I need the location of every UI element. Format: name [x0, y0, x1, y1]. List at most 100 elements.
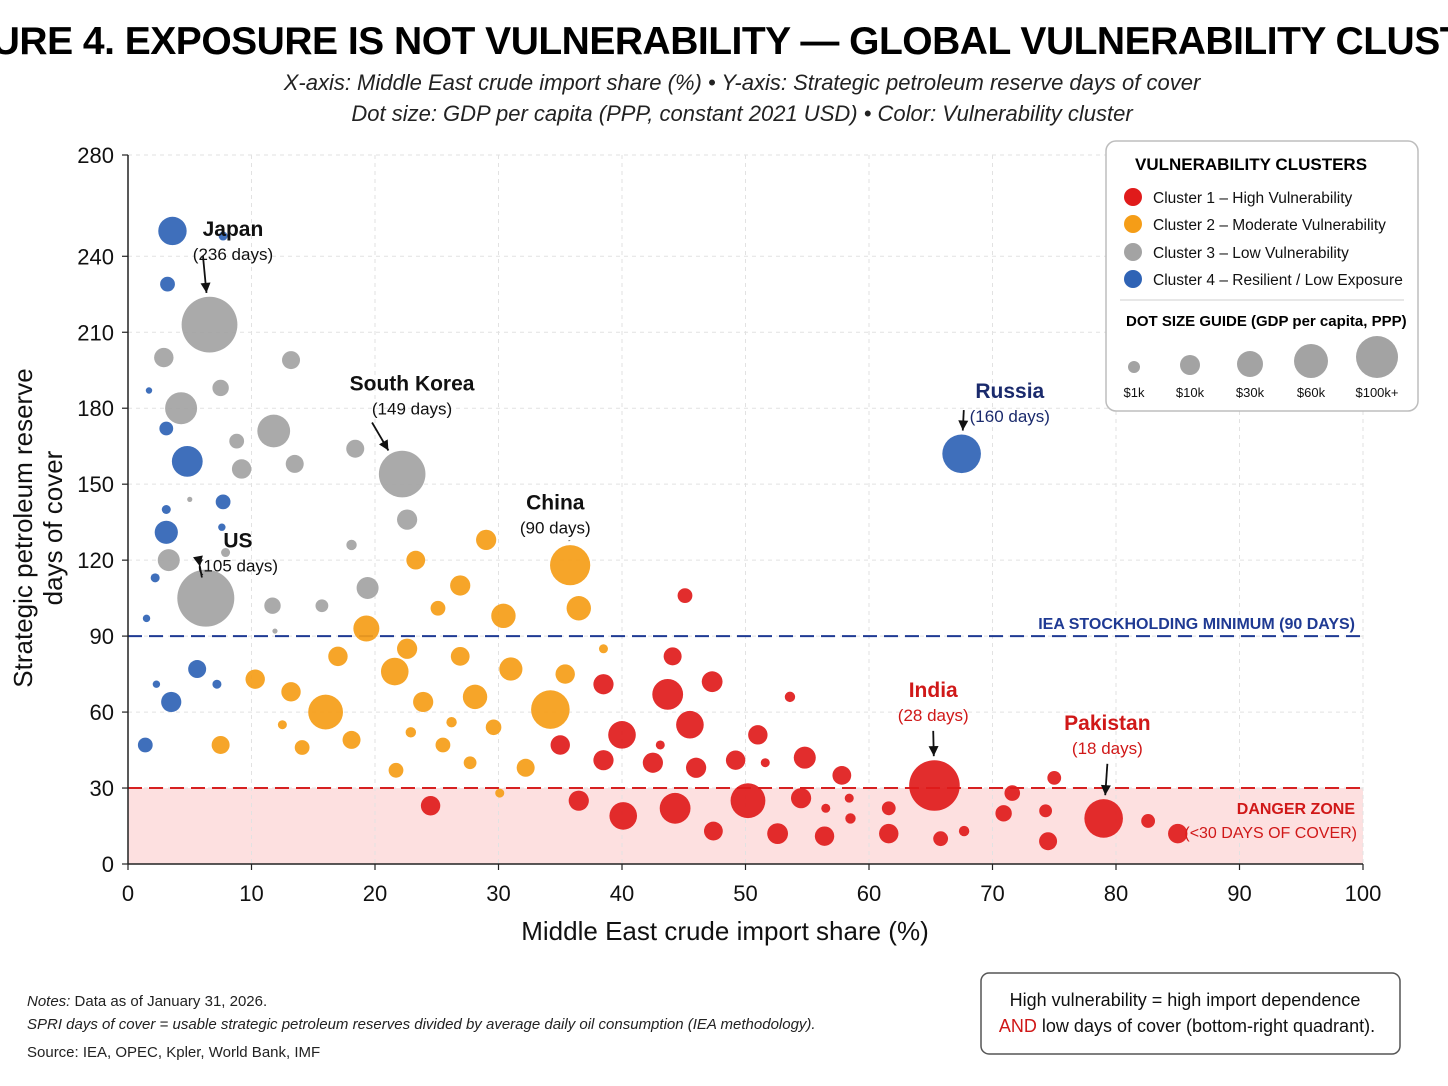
size-label-1k: $1k	[1124, 385, 1145, 400]
x-tick-label: 30	[486, 881, 510, 906]
callout-box	[980, 972, 1401, 1055]
scatter-point-cluster1	[995, 805, 1012, 822]
scatter-point-cluster4	[158, 216, 187, 246]
x-tick-label: 50	[733, 881, 757, 906]
scatter-point-cluster3	[346, 439, 365, 458]
annotation-name-china: China	[526, 492, 585, 515]
scatter-point-cluster1	[844, 793, 854, 803]
scatter-point-cluster3	[212, 379, 229, 397]
scatter-point-cluster1	[608, 721, 636, 749]
axis-ticks: 0 10 20 30 40 50 60 70 80 90 100 0 30 60 90 120 150 180 21…	[77, 143, 1381, 906]
scatter-point-cluster1	[748, 725, 768, 745]
scatter-point-cluster2	[406, 550, 426, 570]
scatter-point-cluster1	[881, 801, 896, 816]
size-guide-dot-1k	[1128, 361, 1140, 373]
scatter-point-cluster1	[593, 674, 614, 695]
legend-heading: VULNERABILITY CLUSTERS	[1135, 155, 1367, 174]
annotation-name-pakistan: Pakistan	[1064, 712, 1150, 735]
x-tick-label: 80	[1104, 881, 1128, 906]
annotation-name-japan: Japan	[203, 218, 264, 241]
scatter-point-cluster3	[229, 433, 245, 449]
annotation-days-india: (28 days)	[898, 706, 969, 725]
scatter-point-cluster1	[933, 831, 949, 847]
scatter-point-cluster4	[215, 494, 231, 510]
annotation-days-japan: (236 days)	[193, 245, 273, 264]
scatter-point-cluster2	[328, 646, 348, 667]
scatter-point-cluster1	[609, 802, 638, 830]
scatter-point-cluster2	[294, 740, 310, 755]
callout-line-2: AND low days of cover (bottom-right quad…	[999, 1016, 1375, 1036]
scatter-point-cluster3	[285, 454, 304, 473]
annotation-days-south-korea: (149 days)	[372, 399, 452, 418]
scatter-point-cluster1	[1168, 823, 1188, 844]
scatter-point-cluster2	[435, 737, 451, 753]
scatter-point-cluster4	[152, 680, 161, 688]
scatter-point-cluster1	[655, 740, 665, 750]
danger-zone-sublabel: (<30 DAYS OF COVER)	[1184, 825, 1357, 842]
callout-line-1: High vulnerability = high import depende…	[1010, 990, 1361, 1010]
size-guide-dot-10k	[1180, 355, 1200, 375]
annotation-name-south-korea: South Korea	[350, 372, 475, 395]
y-tick-label: 180	[77, 396, 114, 421]
scatter-point-cluster1	[909, 760, 960, 811]
scatter-point-cluster3	[356, 576, 379, 599]
scatter-point-cluster2	[550, 545, 591, 586]
legend-item-cluster2: Cluster 2 – Moderate Vulnerability	[1153, 217, 1386, 234]
scatter-point-cluster2	[566, 596, 591, 621]
scatter-point-cluster2	[491, 603, 516, 629]
scatter-point-cluster1	[879, 823, 899, 844]
scatter-point-cluster3	[272, 628, 278, 634]
scatter-point-cluster2	[598, 644, 608, 654]
scatter-point-cluster1	[1004, 785, 1021, 801]
scatter-point-cluster1	[652, 678, 684, 710]
annotation-days-pakistan: (18 days)	[1072, 739, 1143, 758]
x-tick-label: 90	[1227, 881, 1251, 906]
notes-source: Source: IEA, OPEC, Kpler, World Bank, IM…	[27, 1044, 320, 1061]
scatter-point-cluster1	[1039, 832, 1058, 851]
scatter-point-cluster2	[405, 727, 417, 738]
scatter-point-cluster4	[161, 505, 171, 514]
annotation-leader-us	[198, 566, 203, 578]
scatter-point-cluster4	[145, 387, 153, 394]
scatter-point-cluster4	[212, 679, 222, 689]
legend-item-cluster4: Cluster 4 – Resilient / Low Exposure	[1153, 272, 1403, 289]
scatter-point-cluster1	[593, 750, 614, 771]
scatter-point-cluster4	[171, 445, 203, 477]
scatter-point-cluster2	[245, 669, 265, 689]
annotation-days-china: (90 days)	[520, 519, 591, 538]
iea-minimum-label: IEA STOCKHOLDING MINIMUM (90 DAYS)	[1038, 616, 1355, 633]
scatter-point-cluster1	[568, 790, 589, 811]
scatter-point-cluster2	[342, 730, 361, 749]
callout: High vulnerability = high import depende…	[980, 972, 1401, 1055]
scatter-point-cluster2	[476, 529, 497, 550]
scatter-point-cluster4	[942, 434, 981, 474]
scatter-point-cluster4	[142, 614, 151, 623]
y-tick-label: 0	[102, 852, 114, 877]
scatter-point-cluster3	[282, 351, 301, 370]
scatter-point-cluster1	[550, 735, 570, 755]
scatter-point-cluster4	[161, 691, 182, 713]
scatter-point-cluster1	[703, 821, 723, 841]
y-tick-label: 90	[90, 624, 114, 649]
callout-rest: low days of cover (bottom-right quadrant…	[1037, 1016, 1375, 1036]
scatter-point-cluster3	[181, 296, 238, 353]
scatter-point-cluster4	[137, 737, 153, 753]
scatter-point-cluster1	[676, 710, 704, 739]
scatter-point-cluster1	[1047, 771, 1062, 785]
legend-item-cluster1: Cluster 1 – High Vulnerability	[1153, 190, 1353, 207]
scatter-point-cluster4	[218, 231, 228, 241]
scatter-point-cluster3	[221, 548, 231, 558]
scatter-point-cluster2	[463, 756, 477, 770]
scatter-point-cluster1	[686, 757, 707, 778]
scatter-point-cluster4	[159, 421, 174, 436]
y-tick-label: 240	[77, 244, 114, 269]
scatter-point-cluster4	[188, 660, 207, 679]
size-guide-heading: DOT SIZE GUIDE (GDP per capita, PPP)	[1126, 313, 1407, 330]
scatter-point-cluster1	[814, 826, 835, 846]
scatter-point-cluster2	[555, 664, 575, 684]
scatter-point-cluster2	[413, 691, 434, 713]
scatter-point-cluster1	[793, 746, 816, 769]
size-label-100k: $100k+	[1355, 385, 1398, 400]
size-guide-dot-100k	[1356, 336, 1398, 378]
